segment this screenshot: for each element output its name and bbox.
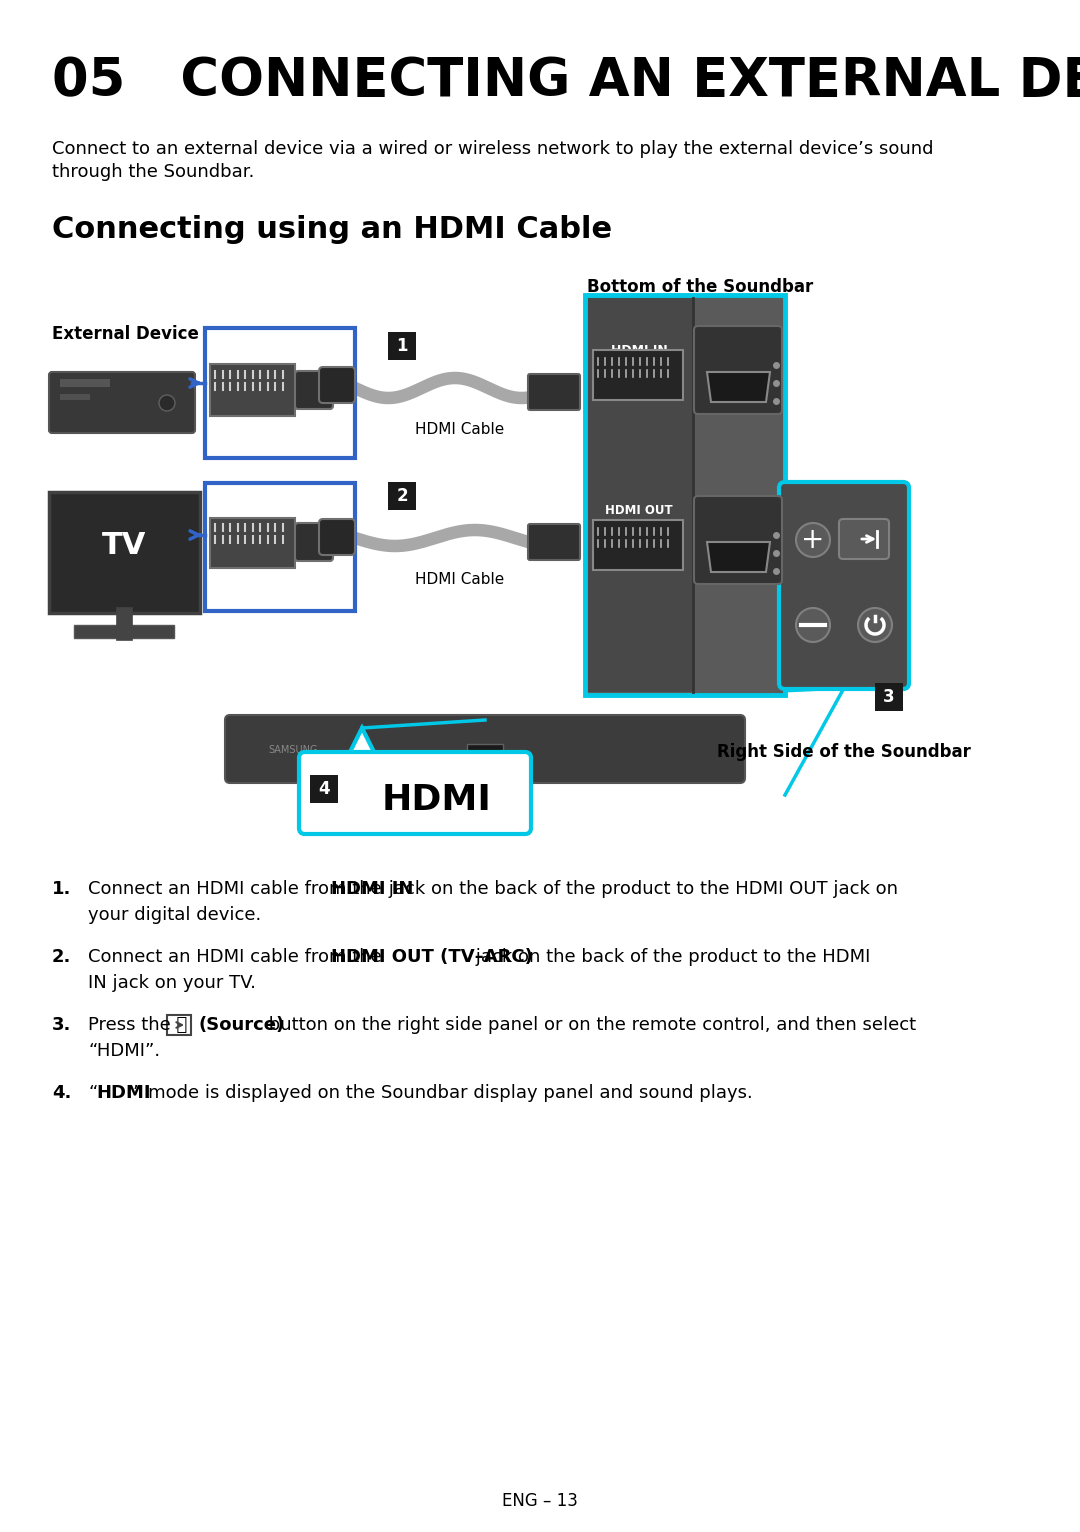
Text: HDMI Cable: HDMI Cable bbox=[416, 421, 504, 437]
Text: HDMI OUT: HDMI OUT bbox=[213, 427, 293, 443]
FancyBboxPatch shape bbox=[49, 492, 200, 613]
FancyBboxPatch shape bbox=[295, 522, 333, 561]
Text: your digital device.: your digital device. bbox=[87, 905, 261, 924]
Text: HDMI OUT (TV–ARC): HDMI OUT (TV–ARC) bbox=[330, 948, 532, 967]
Text: 2: 2 bbox=[396, 487, 408, 506]
Text: HDMI IN: HDMI IN bbox=[610, 343, 667, 357]
Bar bbox=[388, 332, 416, 360]
Polygon shape bbox=[347, 728, 377, 758]
Text: 05   CONNECTING AN EXTERNAL DEVICE: 05 CONNECTING AN EXTERNAL DEVICE bbox=[52, 55, 1080, 107]
Polygon shape bbox=[707, 372, 770, 401]
Text: ENG – 13: ENG – 13 bbox=[502, 1492, 578, 1511]
Text: 1.: 1. bbox=[52, 879, 71, 898]
Text: HDMI: HDMI bbox=[382, 783, 491, 817]
FancyBboxPatch shape bbox=[210, 365, 295, 417]
Text: Press the ⎙: Press the ⎙ bbox=[87, 1016, 193, 1034]
Text: “HDMI”.: “HDMI”. bbox=[87, 1042, 160, 1060]
FancyBboxPatch shape bbox=[593, 519, 683, 570]
FancyBboxPatch shape bbox=[225, 715, 745, 783]
FancyBboxPatch shape bbox=[839, 519, 889, 559]
FancyBboxPatch shape bbox=[528, 374, 580, 411]
Text: HDMI OUT: HDMI OUT bbox=[605, 504, 673, 516]
FancyBboxPatch shape bbox=[295, 371, 333, 409]
Circle shape bbox=[796, 608, 831, 642]
Text: HDMI IN: HDMI IN bbox=[330, 879, 414, 898]
Text: HDMI IN: HDMI IN bbox=[221, 579, 285, 593]
Text: ” mode is displayed on the Soundbar display panel and sound plays.: ” mode is displayed on the Soundbar disp… bbox=[133, 1085, 753, 1102]
Text: 3.: 3. bbox=[52, 1016, 71, 1034]
Text: HDMI: HDMI bbox=[96, 1085, 150, 1102]
Text: Connect an HDMI cable from the: Connect an HDMI cable from the bbox=[87, 948, 388, 967]
Text: Connect to an external device via a wired or wireless network to play the extern: Connect to an external device via a wire… bbox=[52, 139, 933, 158]
FancyBboxPatch shape bbox=[779, 483, 909, 689]
Text: through the Soundbar.: through the Soundbar. bbox=[52, 162, 255, 181]
FancyBboxPatch shape bbox=[319, 519, 355, 555]
Text: IN jack on your TV.: IN jack on your TV. bbox=[87, 974, 256, 993]
Text: button on the right side panel or on the remote control, and then select: button on the right side panel or on the… bbox=[264, 1016, 916, 1034]
Circle shape bbox=[858, 608, 892, 642]
Text: jack on the back of the product to the HDMI OUT jack on: jack on the back of the product to the H… bbox=[383, 879, 897, 898]
Text: SAMSUNG: SAMSUNG bbox=[268, 745, 318, 755]
Text: 3: 3 bbox=[883, 688, 895, 706]
Bar bbox=[75, 625, 174, 637]
Bar bbox=[467, 745, 503, 758]
Text: External Device: External Device bbox=[52, 325, 199, 343]
Text: (ARC): (ARC) bbox=[231, 594, 275, 608]
Text: 2.: 2. bbox=[52, 948, 71, 967]
Text: 1: 1 bbox=[396, 337, 408, 355]
FancyBboxPatch shape bbox=[694, 496, 782, 584]
Text: Bottom of the Soundbar: Bottom of the Soundbar bbox=[586, 277, 813, 296]
FancyBboxPatch shape bbox=[299, 752, 531, 833]
Text: 4: 4 bbox=[319, 780, 329, 798]
FancyBboxPatch shape bbox=[319, 368, 355, 403]
Text: (Source): (Source) bbox=[198, 1016, 284, 1034]
Text: jack on the back of the product to the HDMI: jack on the back of the product to the H… bbox=[470, 948, 870, 967]
FancyBboxPatch shape bbox=[49, 372, 195, 434]
FancyBboxPatch shape bbox=[694, 326, 782, 414]
Text: TV: TV bbox=[102, 530, 146, 559]
Text: (TV-ARC): (TV-ARC) bbox=[609, 518, 669, 532]
FancyBboxPatch shape bbox=[816, 666, 870, 685]
Bar bbox=[310, 775, 338, 803]
Bar bbox=[388, 483, 416, 510]
Text: HDMI Cable: HDMI Cable bbox=[416, 571, 504, 587]
FancyBboxPatch shape bbox=[585, 296, 785, 696]
Bar bbox=[60, 378, 110, 388]
Bar bbox=[588, 299, 693, 692]
FancyBboxPatch shape bbox=[210, 518, 295, 568]
Circle shape bbox=[796, 522, 831, 558]
Circle shape bbox=[159, 395, 175, 411]
FancyBboxPatch shape bbox=[528, 524, 580, 561]
Polygon shape bbox=[707, 542, 770, 571]
Text: Right Side of the Soundbar: Right Side of the Soundbar bbox=[717, 743, 971, 761]
Bar bbox=[875, 683, 903, 711]
Text: Connect an HDMI cable from the: Connect an HDMI cable from the bbox=[87, 879, 388, 898]
FancyBboxPatch shape bbox=[593, 349, 683, 400]
Bar bbox=[60, 394, 90, 400]
Text: “: “ bbox=[87, 1085, 97, 1102]
Text: 4.: 4. bbox=[52, 1085, 71, 1102]
Text: +: + bbox=[801, 525, 825, 555]
Text: Connecting using an HDMI Cable: Connecting using an HDMI Cable bbox=[52, 214, 612, 244]
